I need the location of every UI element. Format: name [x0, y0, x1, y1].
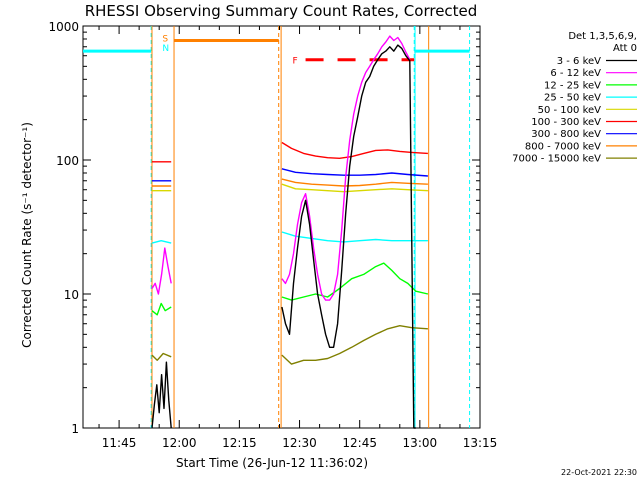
series-line-2-seg-0 — [151, 302, 172, 316]
x-axis: 11:45 12:00 12:15 12:30 12:45 13:00 13:15 — [98, 26, 498, 450]
legend-header-1: Det 1,3,5,6,9, — [568, 31, 637, 42]
series-line-0-seg-0 — [151, 361, 172, 429]
legend-label-1: 6 - 12 keV — [550, 68, 601, 79]
legend-label-7: 800 - 7000 keV — [525, 141, 601, 152]
series-line-5-seg-1 — [281, 141, 428, 160]
y-axis: 1 10 100 1000 — [48, 20, 480, 436]
y-axis-label: Corrected Count Rate (s⁻¹ detector⁻¹) — [20, 122, 34, 348]
state-label-N: N — [162, 44, 169, 54]
x-tick-label-3: 12:30 — [282, 436, 317, 450]
series-line-8-seg-0 — [151, 352, 172, 361]
series-line-3-seg-1 — [281, 231, 428, 243]
series-line-2-seg-1 — [281, 262, 429, 301]
legend-label-4: 50 - 100 keV — [538, 105, 602, 116]
legend-label-0: 3 - 6 keV — [557, 56, 601, 67]
x-tick-label-6: 13:15 — [463, 436, 498, 450]
x-tick-label-2: 12:15 — [222, 436, 257, 450]
x-tick-label-5: 13:00 — [403, 436, 438, 450]
x-tick-label-4: 12:45 — [342, 436, 377, 450]
timestamp: 22-Oct-2021 22:30 — [561, 468, 637, 477]
series-line-4-seg-1 — [281, 183, 428, 193]
y-tick-label-3: 1000 — [48, 20, 79, 34]
y-tick-label-1: 10 — [64, 288, 79, 302]
y-tick-label-0: 1 — [71, 422, 79, 436]
series-line-7-seg-1 — [281, 178, 428, 187]
chart-title: RHESSI Observing Summary Count Rates, Co… — [85, 2, 478, 20]
legend-label-6: 300 - 800 keV — [531, 129, 601, 140]
legend-label-8: 7000 - 15000 keV — [512, 154, 601, 165]
series-line-3-seg-0 — [151, 239, 172, 244]
state-label-F: F — [293, 57, 298, 67]
plot-area: SN F — [82, 25, 481, 429]
series-line-6-seg-1 — [281, 168, 428, 177]
y-tick-label-2: 100 — [56, 154, 79, 168]
legend-header-2: Att 0 — [613, 43, 637, 54]
series-line-1-seg-1 — [281, 35, 411, 301]
x-tick-label-0: 11:45 — [102, 436, 137, 450]
legend-label-5: 100 - 300 keV — [531, 117, 601, 128]
series-line-8-seg-1 — [281, 325, 428, 365]
x-tick-label-1: 12:00 — [162, 436, 197, 450]
x-axis-label: Start Time (26-Jun-12 11:36:02) — [176, 456, 368, 470]
state-label-S: S — [162, 35, 168, 45]
legend-label-3: 25 - 50 keV — [544, 93, 601, 104]
series-line-1-seg-0 — [151, 247, 172, 295]
legend-label-2: 12 - 25 keV — [544, 80, 601, 91]
series-line-0-seg-1 — [281, 44, 416, 429]
